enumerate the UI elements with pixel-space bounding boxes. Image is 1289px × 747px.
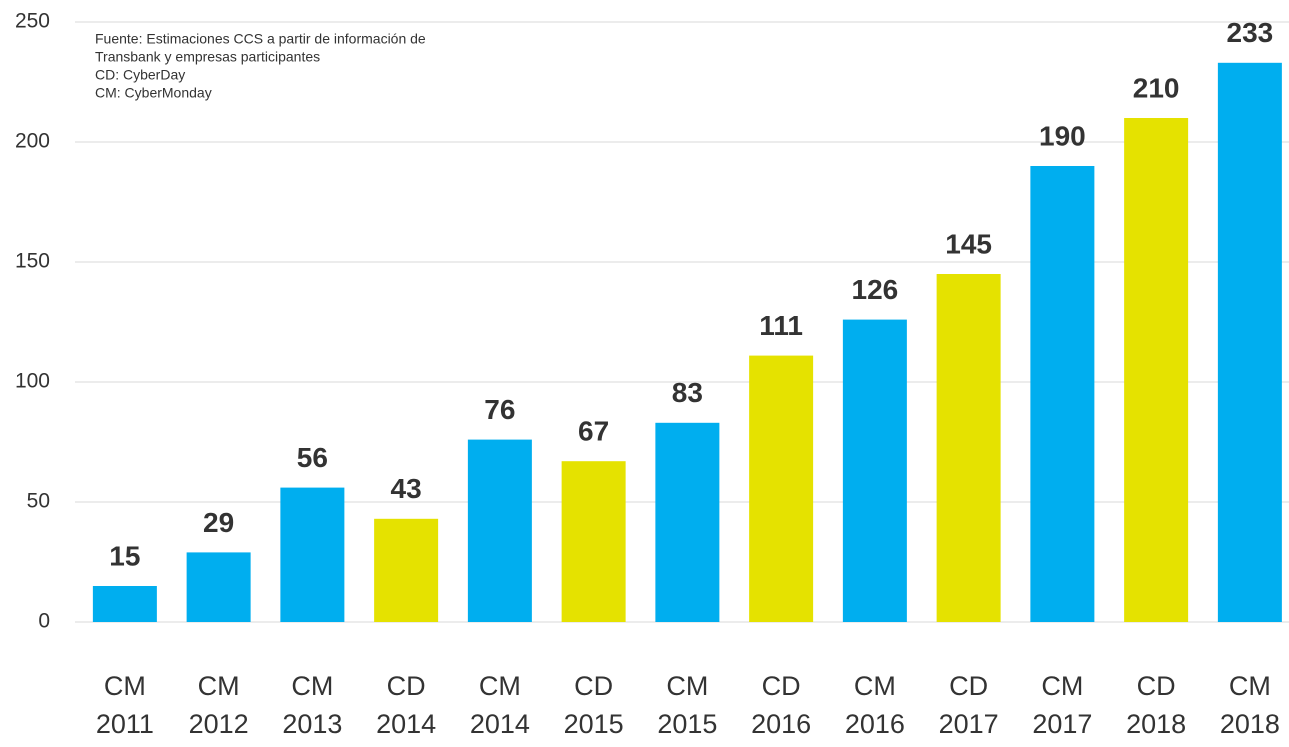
- bar: [842, 319, 907, 622]
- value-label: 126: [852, 274, 899, 305]
- x-tick-label: CM: [666, 671, 708, 701]
- bar: [1124, 118, 1189, 622]
- bar: [280, 487, 345, 622]
- y-tick-label: 100: [15, 370, 50, 393]
- bar: [655, 422, 720, 622]
- x-tick-label: CM: [198, 671, 240, 701]
- bar: [1030, 166, 1095, 622]
- value-label: 83: [672, 377, 703, 408]
- bar: [749, 355, 814, 622]
- x-tick-label: CD: [762, 671, 801, 701]
- bar: [1217, 62, 1282, 623]
- value-label: 190: [1039, 120, 1086, 151]
- y-tick-label: 250: [15, 10, 50, 33]
- value-label: 145: [945, 228, 992, 259]
- value-label: 43: [391, 473, 422, 504]
- bar: [374, 518, 439, 622]
- x-tick-label: 2015: [657, 709, 717, 739]
- x-tick-label: 2018: [1220, 709, 1280, 739]
- note: Fuente: Estimaciones CCS a partir de inf…: [95, 31, 426, 47]
- value-label: 111: [759, 310, 803, 341]
- x-tick-label: 2011: [96, 709, 154, 739]
- x-tick-label: 2017: [1032, 709, 1092, 739]
- y-tick-label: 50: [27, 490, 50, 513]
- bar: [561, 461, 626, 622]
- value-label: 56: [297, 442, 328, 473]
- x-tick-label: CD: [1137, 671, 1176, 701]
- x-tick-label: 2014: [376, 709, 436, 739]
- value-label: 67: [578, 416, 609, 447]
- bar: [92, 586, 157, 622]
- x-tick-label: 2016: [845, 709, 905, 739]
- note: Transbank y empresas participantes: [95, 49, 320, 65]
- x-tick-label: CD: [387, 671, 426, 701]
- bar: [936, 274, 1001, 622]
- value-label: 233: [1227, 17, 1274, 48]
- value-label: 210: [1133, 72, 1180, 103]
- x-tick-label: 2014: [470, 709, 530, 739]
- bar: [467, 439, 532, 622]
- x-tick-label: 2018: [1126, 709, 1186, 739]
- x-tick-label: CM: [479, 671, 521, 701]
- x-tick-label: 2017: [939, 709, 999, 739]
- value-label: 29: [203, 507, 234, 538]
- x-tick-label: 2013: [282, 709, 342, 739]
- x-tick-label: CM: [1229, 671, 1271, 701]
- x-tick-label: CD: [574, 671, 613, 701]
- y-tick-label: 150: [15, 250, 50, 273]
- y-tick-label: 200: [15, 130, 50, 153]
- x-tick-label: 2015: [564, 709, 624, 739]
- note: CD: CyberDay: [95, 67, 185, 83]
- x-tick-label: 2016: [751, 709, 811, 739]
- x-tick-label: CM: [854, 671, 896, 701]
- value-label: 76: [484, 394, 515, 425]
- y-tick-label: 0: [38, 610, 50, 633]
- x-tick-label: 2012: [189, 709, 249, 739]
- x-tick-label: CM: [1041, 671, 1083, 701]
- x-tick-label: CM: [291, 671, 333, 701]
- x-tick-label: CD: [949, 671, 988, 701]
- value-label: 15: [109, 540, 140, 571]
- bar: [186, 552, 251, 622]
- note: CM: CyberMonday: [95, 85, 212, 101]
- x-tick-label: CM: [104, 671, 146, 701]
